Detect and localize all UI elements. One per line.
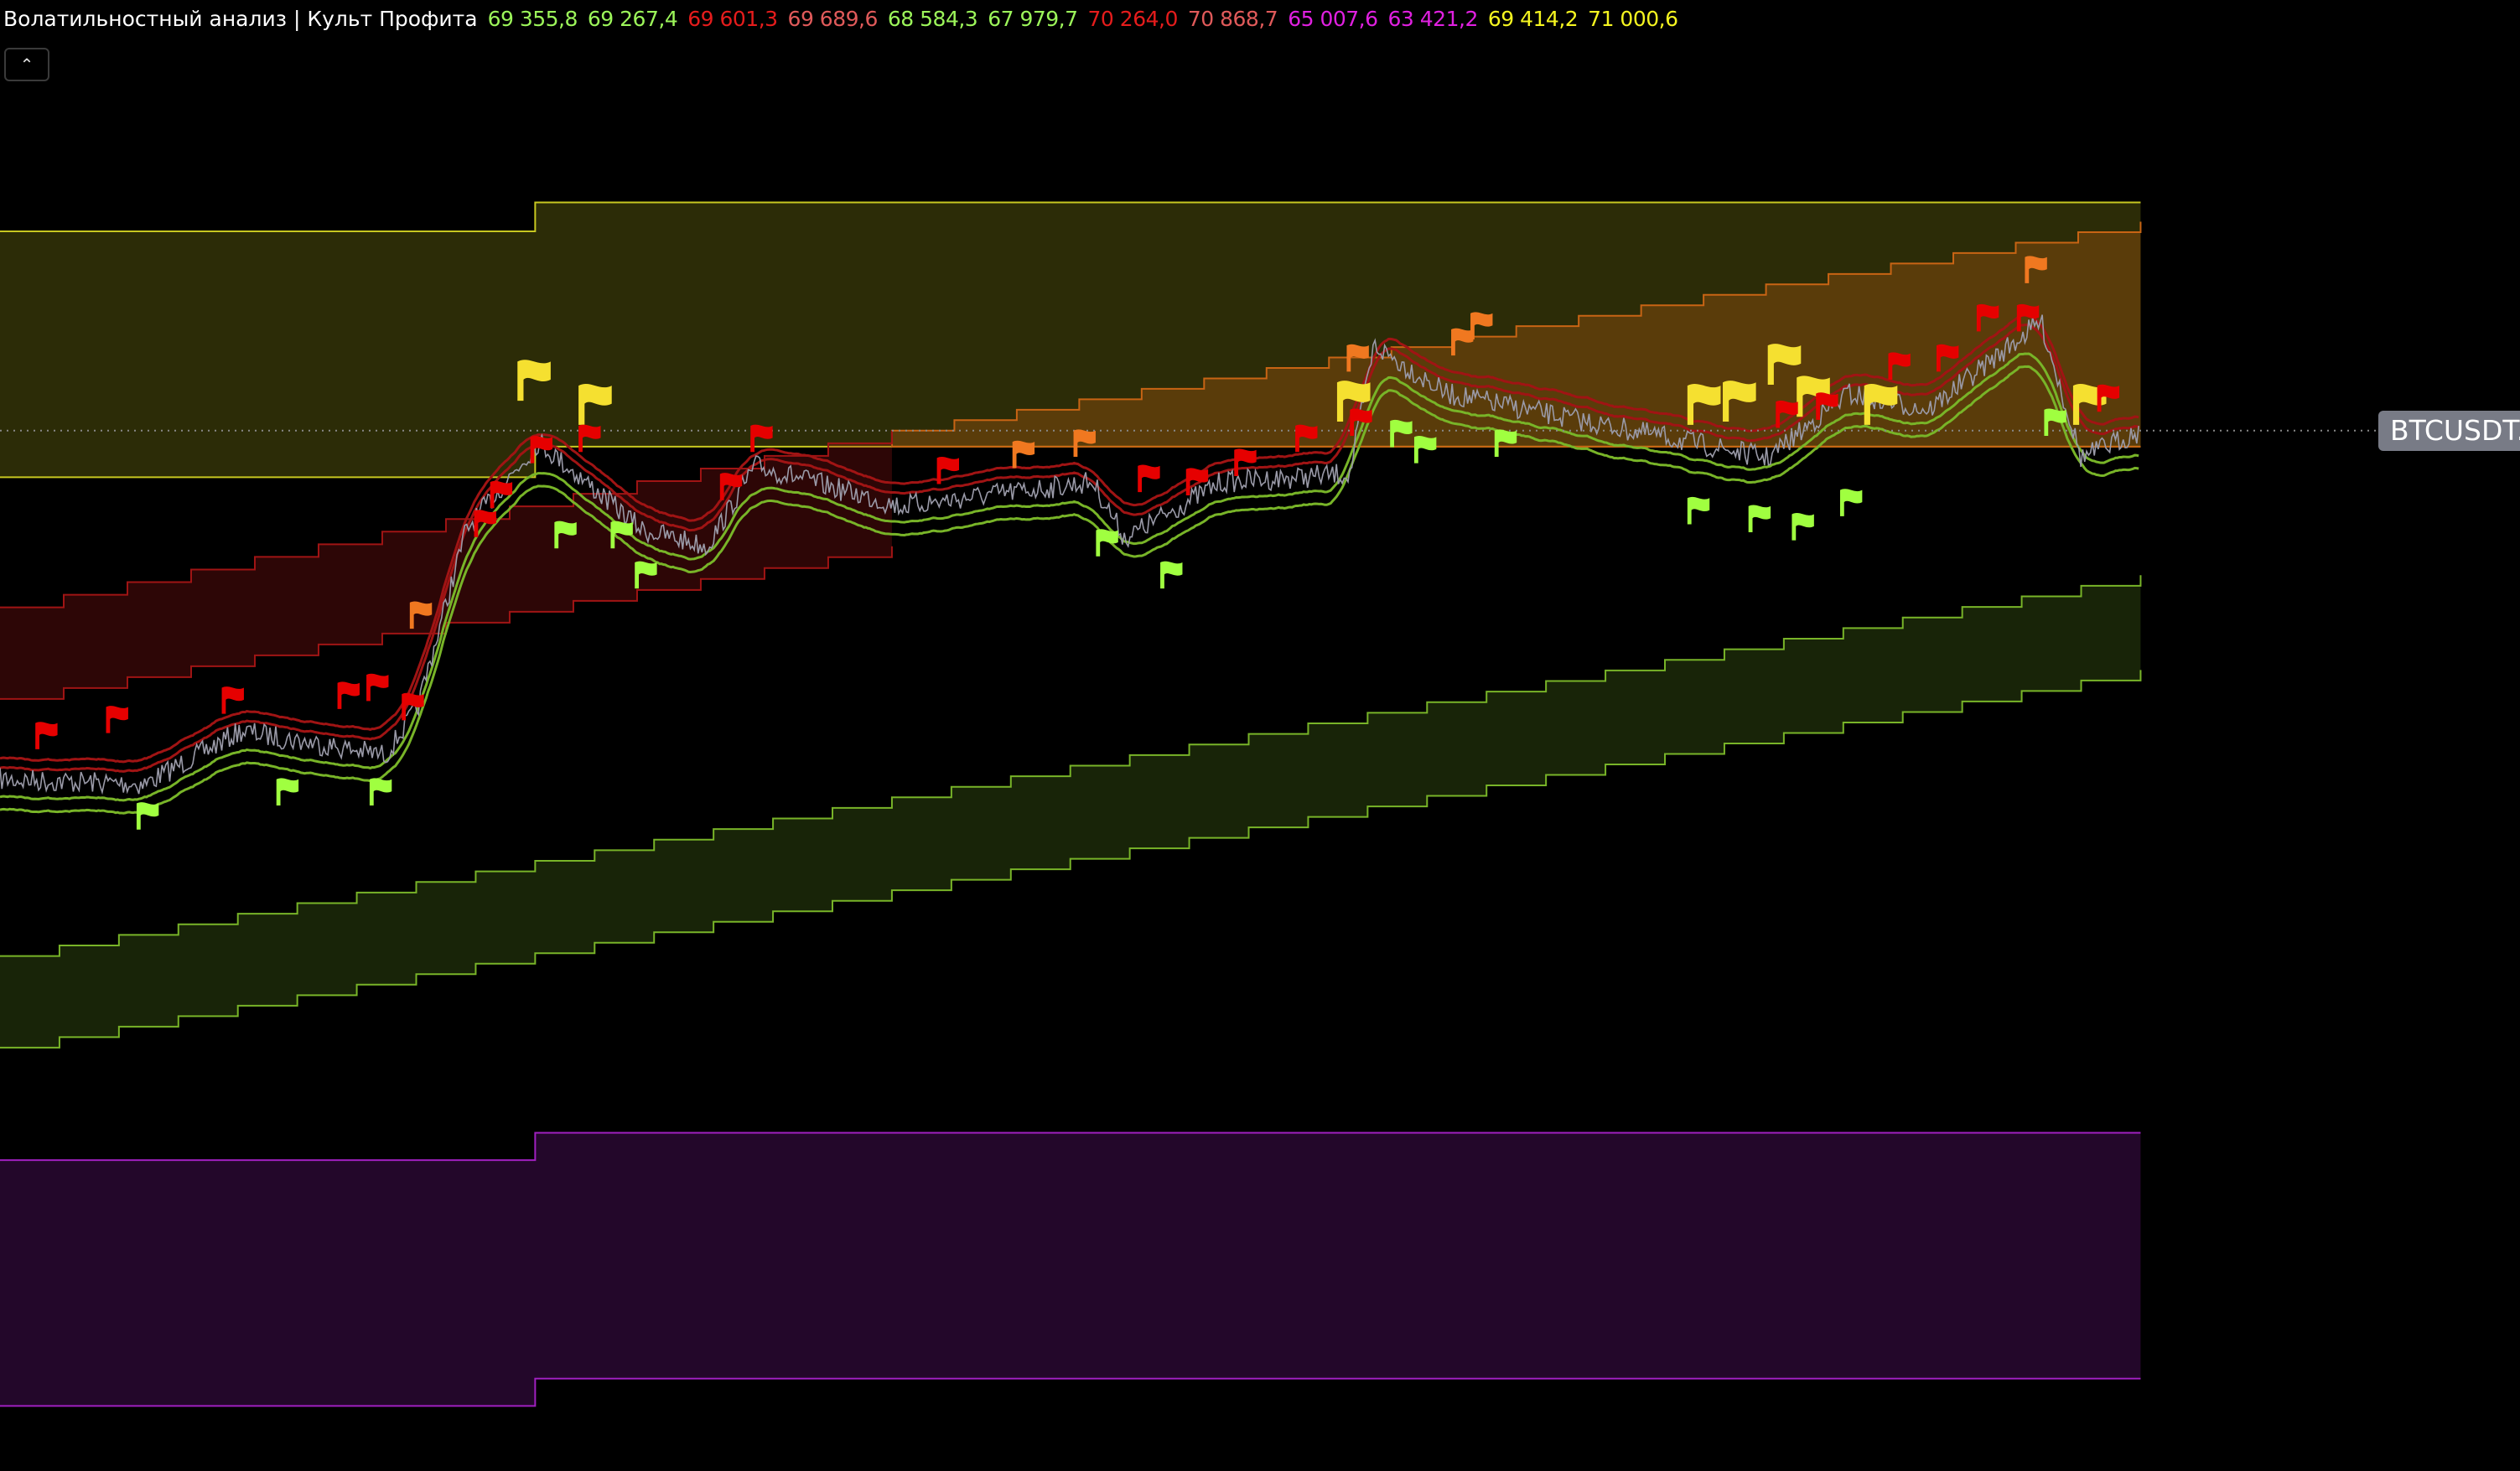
chevron-up-icon: ⌃ [19, 54, 34, 75]
red-flag-icon [1185, 468, 1209, 495]
price-line [0, 314, 2139, 795]
green-band-upper [0, 575, 2142, 957]
collapse-legend-button[interactable]: ⌃ [4, 48, 49, 81]
orange-flag-icon [1073, 429, 1096, 457]
yellow-band-fill [0, 202, 2141, 478]
red-flag-icon [490, 480, 513, 509]
yellow-flag-icon [1723, 381, 1756, 422]
red-band-fill [0, 430, 892, 699]
green-flag-icon [369, 778, 392, 805]
purple-band-lower [0, 1377, 2141, 1407]
orange-flag-icon [1451, 328, 1474, 356]
yellow-flag-icon [517, 360, 551, 401]
green-flag-icon [1390, 419, 1413, 448]
red-flag-icon [402, 692, 424, 721]
red-flag-icon [750, 424, 773, 453]
green-band-lower [0, 670, 2142, 1049]
orange-flag-icon [1012, 440, 1035, 469]
yellow-flag-icon [1797, 376, 1830, 417]
green-flag-icon [1839, 489, 1863, 516]
red-flag-icon [578, 424, 601, 453]
red-flag-icon [474, 510, 496, 537]
red-flag-icon [1976, 303, 1999, 332]
price-envelope-3 [0, 365, 2139, 815]
red-flag-icon [366, 673, 389, 702]
purple-band-fill [0, 1132, 2141, 1406]
indicator-legend: Волатильностный анализ | Культ Профита 6… [3, 7, 1678, 31]
orange-flag-icon [1346, 344, 1369, 372]
red-flag-icon [1936, 344, 1959, 372]
orange-flag-icon [409, 601, 433, 629]
legend-value: 68 584,3 [887, 7, 978, 31]
green-flag-icon [1160, 561, 1183, 589]
red-flag-icon [337, 681, 360, 709]
legend-value: 63 421,2 [1387, 7, 1479, 31]
yellow-flag-icon [1864, 384, 1898, 425]
yellow-flag-icon [1687, 384, 1721, 425]
legend-value: 71 000,6 [1588, 7, 1678, 31]
price-envelope-2 [0, 352, 2139, 802]
yellow-flag-icon [1767, 344, 1802, 385]
purple-band-upper [0, 1132, 2141, 1162]
legend-value: 65 007,6 [1288, 7, 1378, 31]
red-flag-icon [221, 686, 244, 714]
red-band-upper [0, 430, 893, 609]
price-envelope-0 [0, 313, 2139, 764]
red-flag-icon [1138, 464, 1160, 493]
legend-value: 69 601,3 [687, 7, 778, 31]
green-flag-icon [136, 802, 159, 830]
green-band-fill [0, 575, 2141, 1048]
green-flag-icon [1494, 429, 1517, 457]
green-flag-icon [610, 521, 633, 549]
legend-value: 69 355,8 [487, 7, 578, 31]
red-flag-icon [719, 473, 743, 500]
red-flag-icon [1816, 392, 1838, 420]
green-flag-icon [1413, 436, 1437, 464]
red-flag-icon [936, 456, 960, 484]
orange-band-upper [890, 221, 2142, 447]
red-flag-icon [35, 722, 58, 749]
legend-value: 69 689,6 [787, 7, 879, 31]
green-flag-icon [1687, 496, 1710, 525]
orange-flag-icon [2025, 256, 2047, 283]
green-flag-icon [1748, 505, 1771, 533]
indicator-title[interactable]: Волатильностный анализ | Культ Профита [3, 7, 478, 31]
green-flag-icon [2044, 408, 2066, 437]
green-flag-icon [1096, 529, 1118, 557]
red-flag-icon [2016, 303, 2040, 332]
red-flag-icon [1776, 400, 1798, 428]
red-flag-icon [2097, 384, 2120, 412]
red-flag-icon [1350, 408, 1372, 437]
legend-value: 69 267,4 [587, 7, 678, 31]
red-flag-icon [1234, 448, 1257, 476]
red-flag-icon [1295, 424, 1318, 453]
legend-value: 67 979,7 [988, 7, 1078, 31]
legend-value: 70 868,7 [1187, 7, 1278, 31]
yellow-flag-icon [578, 384, 612, 425]
yellow-band-upper [0, 201, 2141, 233]
green-flag-icon [276, 778, 299, 805]
green-flag-icon [554, 521, 577, 549]
red-flag-icon [1888, 352, 1911, 380]
symbol-price-label: BTCUSDT.P [2378, 411, 2520, 451]
red-flag-icon [530, 436, 553, 464]
green-flag-icon [1791, 513, 1814, 541]
yellow-flag-icon [1336, 381, 1371, 422]
legend-value: 69 414,2 [1487, 7, 1579, 31]
green-flag-icon [635, 561, 657, 589]
red-flag-icon [106, 706, 128, 733]
price-envelope-1 [0, 323, 2139, 773]
legend-value: 70 264,0 [1087, 7, 1179, 31]
orange-flag-icon [1470, 312, 1493, 340]
